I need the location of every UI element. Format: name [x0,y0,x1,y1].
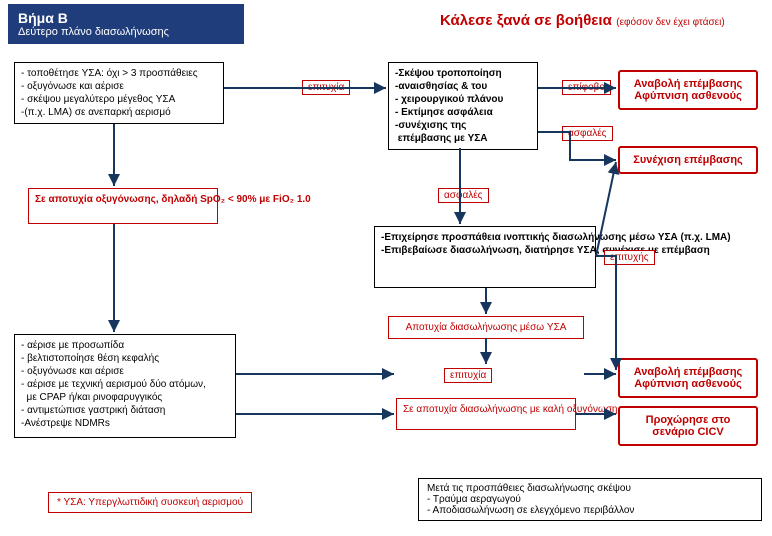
outcome-postpone-1: Αναβολή επέμβασης Αφύπνιση ασθενούς [618,70,758,110]
step-title: Βήμα Β [18,10,234,26]
node-oxy-failure: Σε αποτυχία οξυγόνωσης, δηλαδή SpO₂ < 90… [28,188,218,224]
alert-banner: Κάλεσε ξανά σε βοήθεια (εφόσον δεν έχει … [440,12,725,30]
step-header: Βήμα Β Δεύτερο πλάνο διασωλήνωσης [8,4,244,44]
outcome-postpone-2: Αναβολή επέμβασης Αφύπνιση ασθενούς [618,358,758,398]
edge-label-success-1: επιτυχία [302,80,350,95]
node-reassess-plan: -Σκέψου τροποποίηση-αναισθησίας & του- χ… [388,62,538,150]
outcome-continue: Συνέχιση επέμβασης [618,146,758,174]
node-fiberoptic-attempt: -Επιχείρησε προσπάθεια ινοπτικής διασωλή… [374,226,596,288]
edge-label-safe-1: ασφαλές [562,126,613,141]
alert-sub: (εφόσον δεν έχει φτάσει) [616,17,724,28]
edge-label-success-2: επιτυχία [444,368,492,383]
footnote-post-attempt: Μετά τις προσπάθειες διασωλήνωσης σκέψου… [418,478,762,521]
step-subtitle: Δεύτερο πλάνο διασωλήνωσης [18,26,234,38]
edge-label-risky: επίφοβο [562,80,611,95]
outcome-cicv: Προχώρησε στο σενάριο CICV [618,406,758,446]
alert-main: Κάλεσε ξανά σε βοήθεια [440,12,612,29]
edge-label-safe-2: ασφαλές [438,188,489,203]
node-sga-intubation-fail: Αποτυχία διασωλήνωσης μέσω ΥΣΑ [388,316,584,339]
edge-label-successful: επιτυχής [604,250,655,265]
node-good-oxy-fail: Σε αποτυχία διασωλήνωσης με καλή οξυγόνω… [396,398,576,430]
node-place-sga: - τοποθέτησε ΥΣΑ: όχι > 3 προσπάθειες- ο… [14,62,224,124]
node-mask-ventilation: - αέρισε με προσωπίδα- βελτιστοποίησε θέ… [14,334,236,438]
footnote-sga: * ΥΣΑ: Υπεργλωττιδική συσκευή αερισμού [48,492,252,513]
